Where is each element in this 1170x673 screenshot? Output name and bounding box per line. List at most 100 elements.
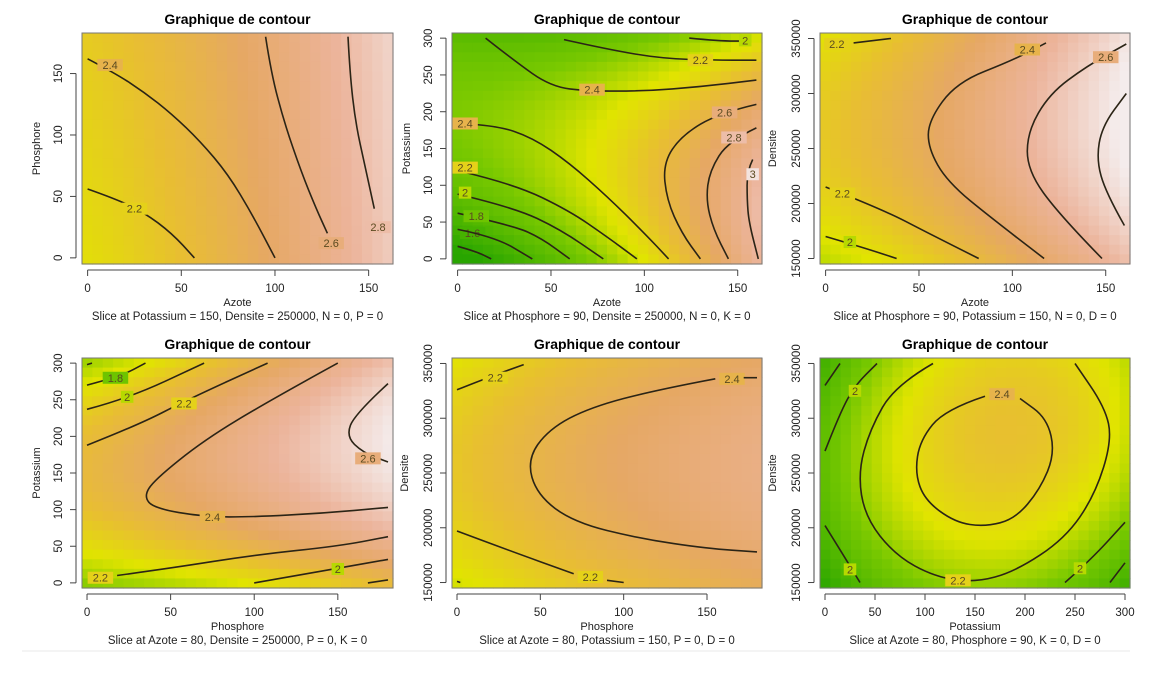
heat-cell bbox=[227, 42, 239, 53]
heat-cell bbox=[164, 530, 176, 541]
heat-cell bbox=[82, 225, 93, 236]
heat-cell bbox=[627, 444, 639, 455]
heat-cell bbox=[493, 568, 505, 580]
heat-cell bbox=[299, 100, 311, 111]
heat-cell bbox=[206, 71, 218, 82]
heat-cell bbox=[472, 530, 484, 541]
chart-title: Graphique de contour bbox=[534, 11, 681, 27]
heat-cell bbox=[913, 530, 924, 541]
heat-cell bbox=[820, 377, 831, 388]
heat-cell bbox=[710, 367, 722, 378]
heat-cell bbox=[237, 473, 249, 484]
heat-cell bbox=[113, 177, 125, 188]
heat-cell bbox=[545, 530, 556, 541]
heat-cell bbox=[596, 148, 608, 159]
heat-cell bbox=[975, 61, 986, 73]
heat-cell bbox=[310, 559, 322, 570]
heat-cell bbox=[555, 167, 567, 178]
heat-cell bbox=[1119, 129, 1131, 140]
heat-cell bbox=[1026, 482, 1038, 493]
heat-cell bbox=[1047, 463, 1059, 474]
heat-cell bbox=[995, 473, 1007, 484]
heat-cell bbox=[1006, 473, 1017, 484]
heat-cell bbox=[1068, 177, 1079, 188]
heat-cell bbox=[638, 129, 649, 140]
heat-cell bbox=[586, 377, 598, 388]
heat-cell bbox=[751, 482, 763, 493]
heat-cell bbox=[913, 61, 924, 73]
heat-cell bbox=[216, 110, 228, 121]
y-tick-label: 300000 bbox=[791, 74, 803, 112]
heat-cell bbox=[882, 52, 893, 63]
heat-cell bbox=[1006, 90, 1017, 101]
heat-cell bbox=[607, 358, 618, 369]
heat-cell bbox=[289, 225, 301, 236]
heat-cell bbox=[185, 196, 197, 207]
heat-cell bbox=[102, 90, 114, 101]
heat-cell bbox=[944, 138, 955, 150]
heat-cell bbox=[102, 492, 114, 503]
heat-cell bbox=[196, 377, 207, 388]
heat-cell bbox=[82, 578, 93, 589]
heat-cell bbox=[185, 52, 197, 63]
heat-cell bbox=[361, 578, 373, 589]
heat-cell bbox=[954, 386, 966, 397]
heat-cell bbox=[185, 578, 197, 589]
heat-cell bbox=[1068, 90, 1079, 101]
heat-cell bbox=[175, 52, 187, 63]
heat-cell bbox=[902, 129, 914, 140]
heat-cell bbox=[861, 492, 873, 503]
heat-cell bbox=[1057, 254, 1069, 265]
contour-line-2_4 bbox=[87, 58, 276, 259]
heat-cell bbox=[372, 568, 384, 580]
contour-label: 2.8 bbox=[370, 222, 385, 234]
heat-cell bbox=[607, 138, 618, 150]
heat-cell bbox=[361, 377, 373, 388]
heat-cell bbox=[144, 167, 156, 178]
heat-cell bbox=[1006, 187, 1017, 198]
heat-cell bbox=[923, 148, 935, 159]
heat-cell bbox=[299, 244, 311, 255]
x-tick-label: 150 bbox=[728, 283, 747, 295]
heat-cell bbox=[82, 425, 93, 436]
heat-cell bbox=[372, 254, 384, 265]
heat-cell bbox=[545, 119, 556, 130]
heat-cell bbox=[913, 358, 924, 369]
heat-cell bbox=[1088, 42, 1100, 53]
heat-cell bbox=[351, 530, 363, 541]
heat-cell bbox=[617, 71, 629, 82]
heat-cell bbox=[206, 415, 218, 426]
heat-cell bbox=[586, 206, 598, 217]
heat-cell bbox=[658, 377, 670, 388]
heat-cell bbox=[720, 530, 732, 541]
heat-cell bbox=[617, 167, 629, 178]
heat-cell bbox=[913, 206, 924, 217]
heat-cell bbox=[565, 71, 577, 82]
heat-cell bbox=[923, 578, 935, 589]
heat-cell bbox=[892, 81, 904, 92]
heat-cell bbox=[164, 358, 176, 369]
heat-cell bbox=[638, 100, 649, 111]
heat-cell bbox=[175, 110, 187, 121]
heat-cell bbox=[923, 33, 935, 44]
heat-cell bbox=[1047, 244, 1059, 255]
heat-cell bbox=[185, 61, 197, 73]
heat-cell bbox=[710, 129, 722, 140]
heat-cell bbox=[144, 578, 156, 589]
heat-cell bbox=[1109, 520, 1121, 532]
heat-cell bbox=[882, 244, 893, 255]
heat-cell bbox=[648, 559, 660, 570]
heat-cell bbox=[669, 367, 680, 378]
heat-cell bbox=[216, 405, 228, 417]
heat-cell bbox=[258, 33, 270, 44]
heat-cell bbox=[751, 463, 763, 474]
heat-cell bbox=[216, 396, 228, 407]
heat-cell bbox=[268, 244, 280, 255]
heat-cell bbox=[871, 501, 883, 512]
heat-cell bbox=[985, 501, 997, 512]
heat-cell bbox=[1099, 453, 1110, 465]
heat-cell bbox=[830, 100, 842, 111]
heat-cell bbox=[565, 206, 577, 217]
heat-cell bbox=[258, 530, 270, 541]
heat-cell bbox=[351, 235, 363, 246]
